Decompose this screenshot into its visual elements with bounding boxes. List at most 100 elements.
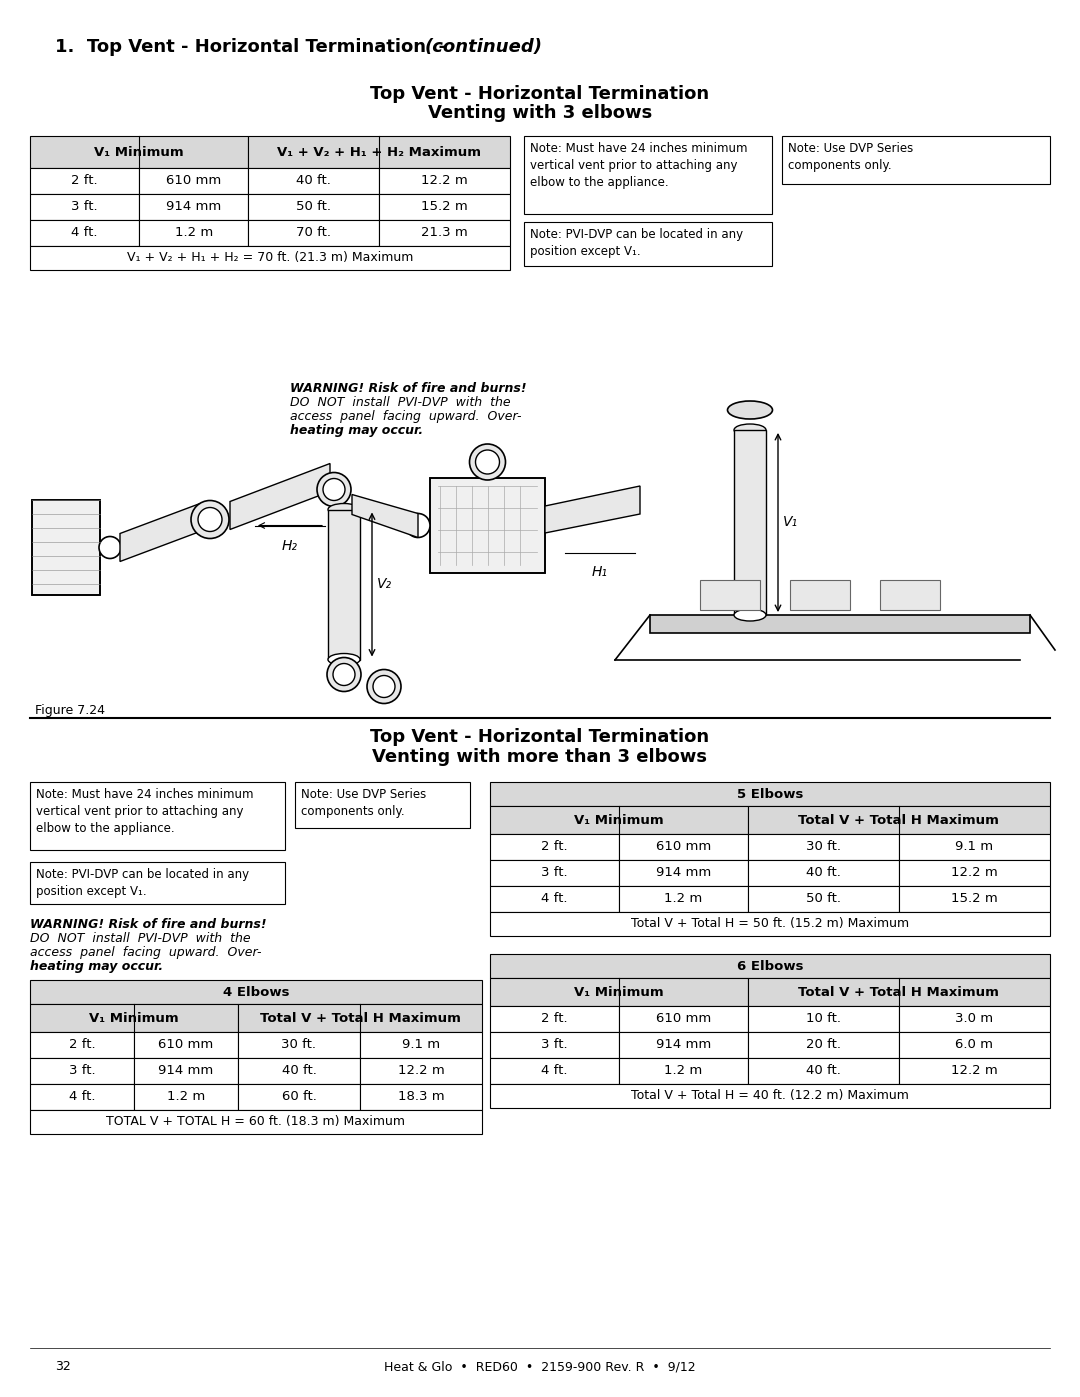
Text: 40 ft.: 40 ft. (806, 1065, 840, 1077)
Text: 914 mm: 914 mm (159, 1065, 214, 1077)
Text: 610 mm: 610 mm (166, 175, 221, 187)
Bar (880, 580, 940, 610)
Bar (734, 430, 766, 615)
Ellipse shape (470, 444, 505, 481)
Bar (30, 862, 285, 904)
Ellipse shape (327, 658, 361, 692)
Bar (619, 1006, 747, 1032)
Text: 3 ft.: 3 ft. (71, 201, 98, 214)
Bar (248, 194, 379, 219)
Bar (899, 1058, 1050, 1084)
Text: DO  NOT  install  PVI-DVP  with  the: DO NOT install PVI-DVP with the (291, 395, 511, 409)
Text: Total V + Total H Maximum: Total V + Total H Maximum (798, 813, 999, 827)
Bar (238, 1004, 482, 1032)
Bar (238, 1032, 360, 1058)
Bar (139, 194, 248, 219)
Ellipse shape (734, 609, 766, 622)
Text: 3.0 m: 3.0 m (956, 1013, 994, 1025)
Text: 1.2 m: 1.2 m (664, 893, 702, 905)
Bar (650, 615, 1030, 633)
Bar (328, 510, 360, 659)
Bar (747, 978, 1050, 1006)
Bar (490, 1058, 619, 1084)
Bar (619, 834, 747, 861)
Polygon shape (120, 503, 200, 562)
Ellipse shape (99, 536, 121, 559)
Text: Heat & Glo  •  RED60  •  2159-900 Rev. R  •  9/12: Heat & Glo • RED60 • 2159-900 Rev. R • 9… (384, 1361, 696, 1373)
Text: 70 ft.: 70 ft. (296, 226, 332, 239)
Text: 50 ft.: 50 ft. (296, 201, 332, 214)
Bar (134, 1058, 238, 1084)
Text: Top Vent - Horizontal Termination: Top Vent - Horizontal Termination (370, 85, 710, 103)
Text: 2 ft.: 2 ft. (541, 841, 568, 854)
Bar (899, 861, 1050, 886)
Bar (30, 1084, 134, 1111)
Bar (30, 782, 285, 849)
Text: 21.3 m: 21.3 m (421, 226, 468, 239)
Text: Total V + Total H = 40 ft. (12.2 m) Maximum: Total V + Total H = 40 ft. (12.2 m) Maxi… (631, 1090, 909, 1102)
Text: Note: Use DVP Series
components only.: Note: Use DVP Series components only. (301, 788, 427, 819)
Polygon shape (352, 495, 418, 538)
Text: H₂: H₂ (282, 538, 298, 552)
Polygon shape (230, 464, 330, 529)
Ellipse shape (333, 664, 355, 686)
Bar (32, 500, 100, 595)
Ellipse shape (475, 450, 499, 474)
Ellipse shape (734, 425, 766, 436)
Bar (899, 1006, 1050, 1032)
Text: 1.2 m: 1.2 m (166, 1091, 205, 1104)
Ellipse shape (328, 654, 360, 665)
Bar (782, 136, 1050, 184)
Bar (134, 1084, 238, 1111)
Text: V₁ + V₂ + H₁ + H₂ Maximum: V₁ + V₂ + H₁ + H₂ Maximum (278, 145, 482, 158)
Bar (379, 168, 510, 194)
Text: 60 ft.: 60 ft. (282, 1091, 316, 1104)
Text: 15.2 m: 15.2 m (421, 201, 468, 214)
Text: V₁ Minimum: V₁ Minimum (573, 813, 663, 827)
Bar (248, 219, 379, 246)
Bar (619, 886, 747, 912)
Bar (139, 219, 248, 246)
Text: V₁ Minimum: V₁ Minimum (573, 985, 663, 999)
Text: Venting with more than 3 elbows: Venting with more than 3 elbows (373, 747, 707, 766)
Text: 30 ft.: 30 ft. (282, 1038, 316, 1052)
Bar (139, 168, 248, 194)
Text: 610 mm: 610 mm (159, 1038, 214, 1052)
Bar (379, 194, 510, 219)
Bar (360, 1032, 482, 1058)
Bar (30, 136, 248, 168)
Bar (30, 219, 139, 246)
Text: 914 mm: 914 mm (166, 201, 221, 214)
Text: 12.2 m: 12.2 m (951, 866, 998, 880)
Bar (747, 1032, 899, 1058)
Bar (490, 1032, 619, 1058)
Text: 610 mm: 610 mm (656, 841, 711, 854)
Ellipse shape (318, 472, 351, 507)
Bar (490, 782, 1050, 806)
Bar (30, 1032, 134, 1058)
Bar (619, 1032, 747, 1058)
Text: 18.3 m: 18.3 m (397, 1091, 444, 1104)
Bar (490, 834, 619, 861)
Text: V₁ Minimum: V₁ Minimum (94, 145, 184, 158)
Text: 1.2 m: 1.2 m (175, 226, 213, 239)
Text: access  panel  facing  upward.  Over-: access panel facing upward. Over- (30, 946, 261, 958)
Text: Figure 7.24: Figure 7.24 (35, 704, 105, 717)
Text: 6 Elbows: 6 Elbows (737, 960, 804, 972)
Text: 3 ft.: 3 ft. (541, 1038, 568, 1052)
Bar (899, 1032, 1050, 1058)
Text: 3 ft.: 3 ft. (541, 866, 568, 880)
Bar (30, 246, 510, 270)
Ellipse shape (198, 507, 222, 531)
Ellipse shape (367, 669, 401, 704)
Bar (747, 834, 899, 861)
Bar (30, 1058, 134, 1084)
Bar (248, 136, 510, 168)
Text: 10 ft.: 10 ft. (806, 1013, 840, 1025)
Bar (490, 806, 747, 834)
Bar (30, 1111, 482, 1134)
Text: 20 ft.: 20 ft. (806, 1038, 840, 1052)
Text: 4 ft.: 4 ft. (69, 1091, 95, 1104)
Bar (747, 861, 899, 886)
Text: 4 ft.: 4 ft. (71, 226, 98, 239)
